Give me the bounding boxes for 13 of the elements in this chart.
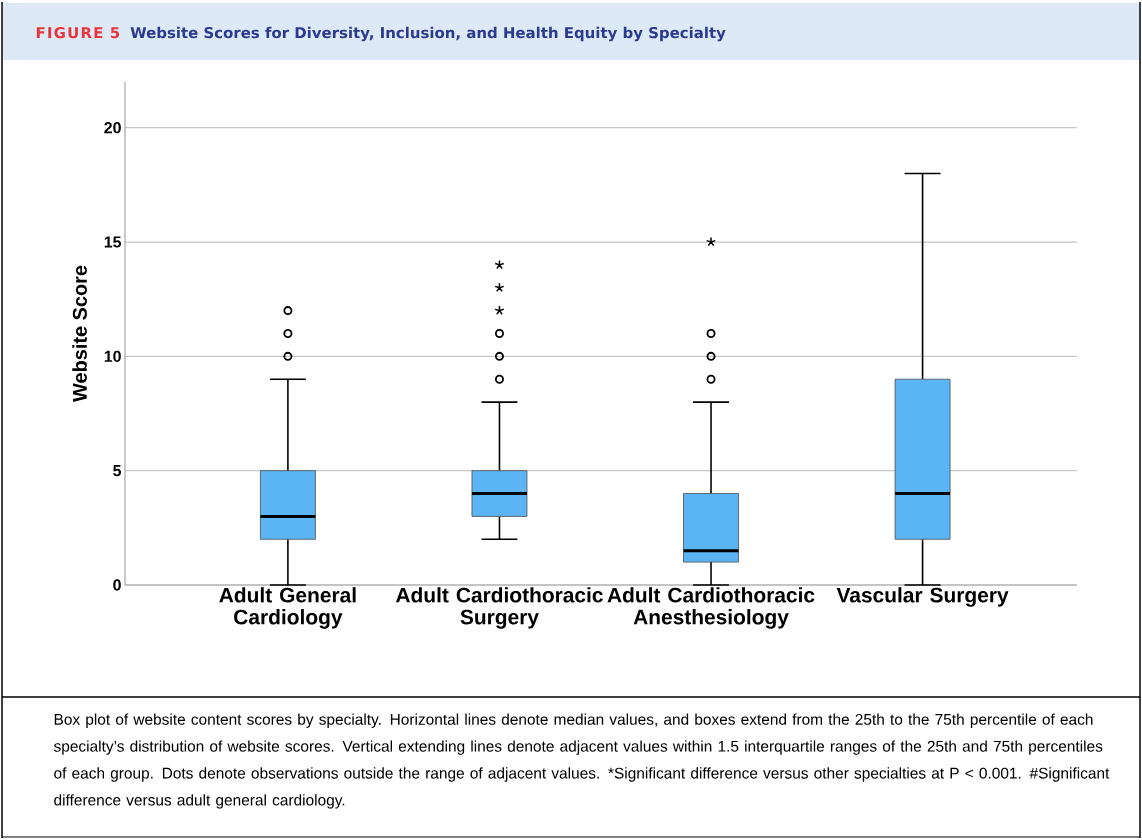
y-tick-label: 5 — [113, 465, 122, 477]
y-tick-label: 0 — [113, 579, 121, 591]
x-tick-label: Adult General Cardiology — [219, 587, 356, 629]
chart-subtitle: Website Scores for Diversity, Inclusion, and Health Equity by Specialty — [130, 26, 726, 42]
y-tick-label: 10 — [104, 350, 121, 362]
x-tick-label: Adult Cardiothoracic Anesthesiology — [607, 587, 815, 629]
text: Box plot of website content scores by specialty. Horizontal lines denote median values, and boxes extend from the 25th to the 75th percentile of each specialty’s distribution of website scores. Vertical extending lines denote adjacent values within 1.5 interquartile ranges of the 25th and 75th percentiles of each group. Dots denote observations outside the range of adjacent values. *Significant difference versus other specialties at P < 0.001. #Significant difference versus adult general cardiology. — [53, 713, 1110, 809]
chart-title: FIGURE 5 — [36, 26, 120, 39]
x-tick-label: Vascular Surgery — [836, 587, 1009, 607]
y-tick-label: 20 — [104, 122, 121, 134]
y-tick-label: 15 — [104, 236, 122, 248]
x-tick-label: Adult Cardiothoracic Surgery — [395, 587, 603, 629]
y-axis-title: Website Score — [72, 265, 87, 402]
